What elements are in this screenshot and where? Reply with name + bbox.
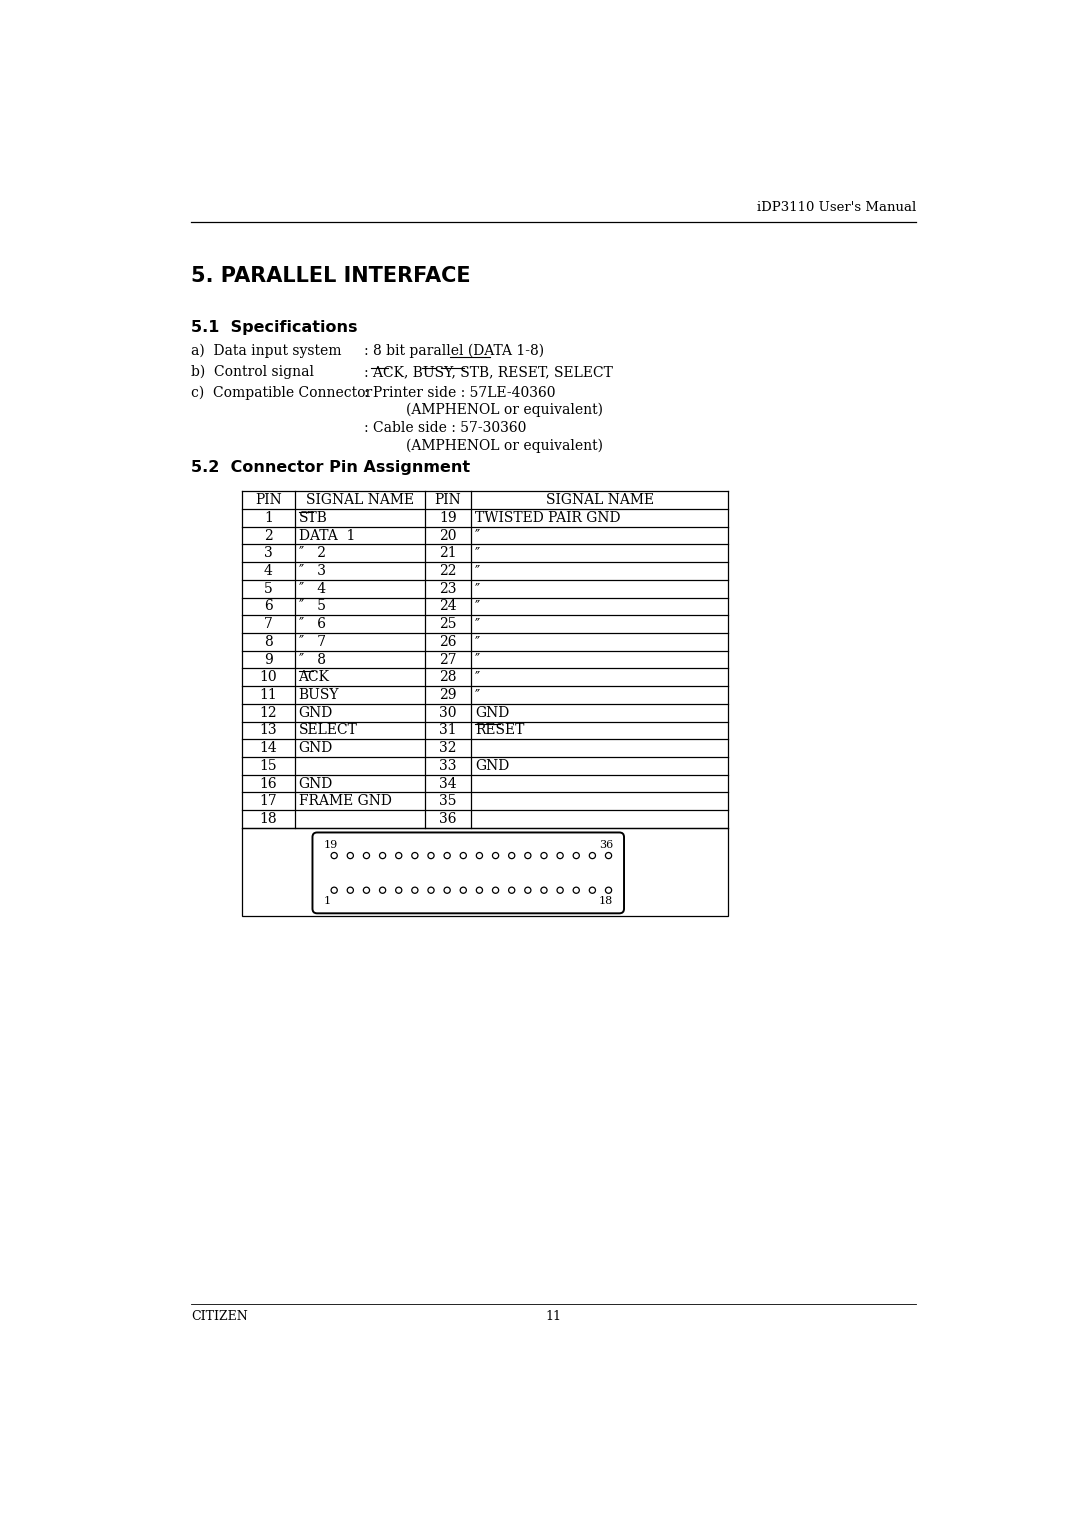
Text: b)  Control signal: b) Control signal	[191, 365, 314, 379]
Text: 4: 4	[264, 564, 273, 578]
Text: 7: 7	[264, 617, 273, 631]
Text: ″: ″	[475, 652, 481, 666]
Text: 9: 9	[264, 652, 272, 666]
Text: : ACK, BUSY, STB, RESET, SELECT: : ACK, BUSY, STB, RESET, SELECT	[364, 365, 612, 379]
Text: ″: ″	[475, 547, 481, 561]
Text: 14: 14	[259, 741, 278, 755]
Text: 21: 21	[440, 547, 457, 561]
Text: 13: 13	[259, 723, 278, 738]
Text: ″: ″	[475, 636, 481, 649]
Text: ″   8: ″ 8	[298, 652, 325, 666]
Text: 17: 17	[259, 795, 278, 808]
Bar	[242, 828, 728, 917]
Text: 3: 3	[264, 547, 272, 561]
Text: GND: GND	[298, 741, 333, 755]
Text: a)  Data input system: a) Data input system	[191, 344, 341, 358]
Text: ″   4: ″ 4	[298, 582, 326, 596]
Text: 8: 8	[264, 636, 272, 649]
Text: 5.1  Specifications: 5.1 Specifications	[191, 319, 357, 335]
Text: 1: 1	[264, 510, 273, 526]
Text: 33: 33	[440, 759, 457, 773]
Text: : Cable side : 57-30360: : Cable side : 57-30360	[364, 422, 526, 435]
Text: 27: 27	[440, 652, 457, 666]
Text: ″: ″	[475, 599, 481, 613]
Text: FRAME GND: FRAME GND	[298, 795, 391, 808]
Text: ″   2: ″ 2	[298, 547, 325, 561]
Text: 25: 25	[440, 617, 457, 631]
Text: : 8 bit parallel (DATA 1-8): : 8 bit parallel (DATA 1-8)	[364, 344, 543, 358]
Text: BUSY: BUSY	[298, 688, 339, 701]
Text: 20: 20	[440, 529, 457, 542]
Text: c)  Compatible Connector: c) Compatible Connector	[191, 385, 372, 400]
Text: ″: ″	[475, 671, 481, 685]
Text: 6: 6	[264, 599, 272, 613]
Text: 34: 34	[440, 776, 457, 790]
Text: 2: 2	[264, 529, 272, 542]
Text: SELECT: SELECT	[298, 723, 357, 738]
Text: 22: 22	[440, 564, 457, 578]
Text: ″   6: ″ 6	[298, 617, 325, 631]
Text: ″: ″	[475, 688, 481, 701]
Text: : Printer side : 57LE-40360: : Printer side : 57LE-40360	[364, 385, 555, 400]
Text: 16: 16	[259, 776, 278, 790]
Text: GND: GND	[298, 776, 333, 790]
Text: TWISTED PAIR GND: TWISTED PAIR GND	[475, 510, 621, 526]
Text: ″   5: ″ 5	[298, 599, 325, 613]
Text: DATA  1: DATA 1	[298, 529, 355, 542]
Text: 5.2  Connector Pin Assignment: 5.2 Connector Pin Assignment	[191, 460, 470, 475]
Text: ″: ″	[475, 529, 481, 542]
Text: (AMPHENOL or equivalent): (AMPHENOL or equivalent)	[406, 403, 604, 417]
Text: 29: 29	[440, 688, 457, 701]
Text: 11: 11	[545, 1309, 562, 1323]
Text: STB: STB	[298, 510, 327, 526]
Text: 15: 15	[259, 759, 278, 773]
Text: GND: GND	[475, 759, 510, 773]
Text: 23: 23	[440, 582, 457, 596]
Text: 30: 30	[440, 706, 457, 720]
Text: (AMPHENOL or equivalent): (AMPHENOL or equivalent)	[406, 439, 604, 452]
Text: 28: 28	[440, 671, 457, 685]
Text: 19: 19	[440, 510, 457, 526]
Text: 18: 18	[259, 811, 278, 827]
Text: 5. PARALLEL INTERFACE: 5. PARALLEL INTERFACE	[191, 266, 471, 286]
Text: SIGNAL NAME: SIGNAL NAME	[545, 494, 653, 507]
Text: PIN: PIN	[435, 494, 461, 507]
Text: CITIZEN: CITIZEN	[191, 1309, 247, 1323]
Text: SIGNAL NAME: SIGNAL NAME	[306, 494, 414, 507]
Text: iDP3110 User's Manual: iDP3110 User's Manual	[757, 202, 916, 214]
Text: 11: 11	[259, 688, 278, 701]
Text: ″: ″	[475, 582, 481, 596]
Text: ACK: ACK	[298, 671, 329, 685]
Text: 26: 26	[440, 636, 457, 649]
Text: 5: 5	[264, 582, 272, 596]
Text: 10: 10	[259, 671, 278, 685]
Text: GND: GND	[475, 706, 510, 720]
Text: 32: 32	[440, 741, 457, 755]
Text: 36: 36	[440, 811, 457, 827]
Text: ″   3: ″ 3	[298, 564, 325, 578]
Text: ″   7: ″ 7	[298, 636, 326, 649]
Text: ″: ″	[475, 564, 481, 578]
Text: 19: 19	[323, 840, 338, 850]
Text: 18: 18	[599, 895, 613, 906]
Text: 35: 35	[440, 795, 457, 808]
Text: 36: 36	[599, 840, 613, 850]
Text: RESET: RESET	[475, 723, 525, 738]
Text: 24: 24	[440, 599, 457, 613]
Text: PIN: PIN	[255, 494, 282, 507]
FancyBboxPatch shape	[312, 833, 624, 914]
Text: GND: GND	[298, 706, 333, 720]
Text: 12: 12	[259, 706, 278, 720]
Text: ″: ″	[475, 617, 481, 631]
Text: 1: 1	[323, 895, 330, 906]
Text: 31: 31	[440, 723, 457, 738]
